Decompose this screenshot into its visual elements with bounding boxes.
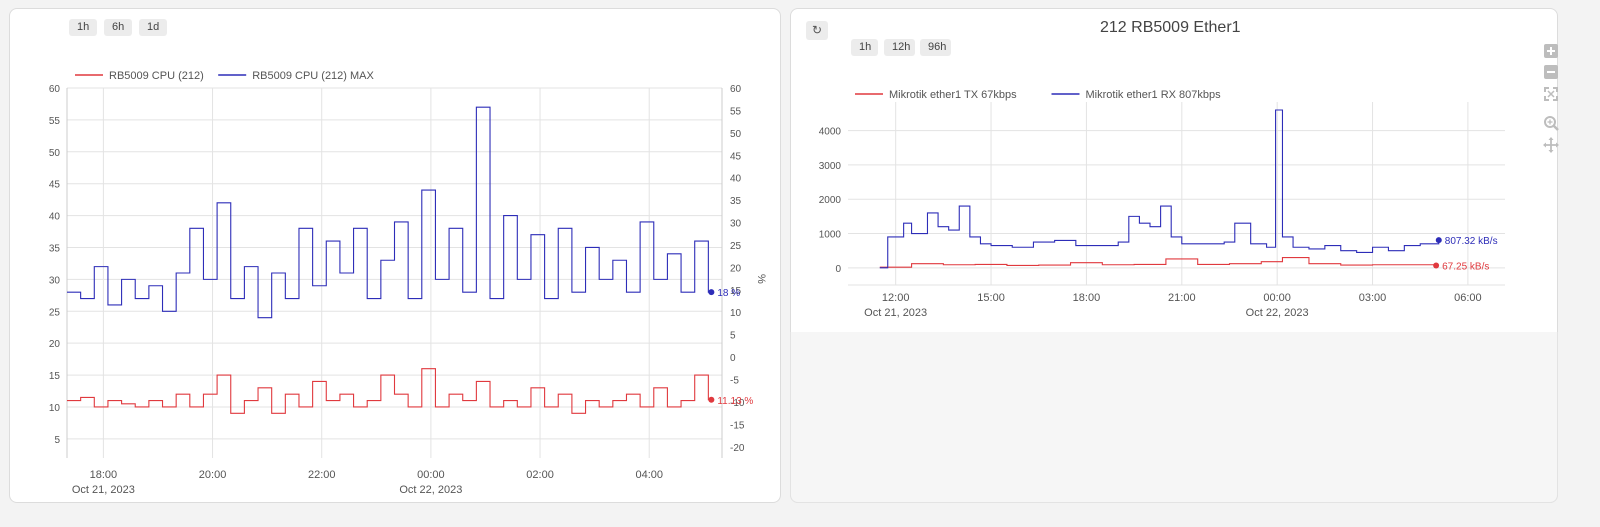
- y-tick-label: 30: [49, 275, 61, 286]
- y-tick-label: 5: [54, 435, 60, 446]
- range-button-6h[interactable]: 6h: [104, 19, 132, 36]
- series-end-label: 11.13 %: [717, 396, 753, 407]
- legend-label: Mikrotik ether1 TX 67kbps: [889, 89, 1017, 101]
- zoom-out-icon[interactable]: [1543, 64, 1559, 80]
- y-tick-label: 55: [49, 116, 61, 127]
- cpu-line-chart[interactable]: 5 10 15 20 25 30 35 40 45 50 55 60 -20 -15 -10 -5 0 5 10 15…: [0, 0, 790, 510]
- x-tick-label: 20:00: [199, 469, 227, 481]
- y-right-tick-label: 55: [730, 106, 742, 117]
- y-tick-label: 35: [49, 243, 61, 254]
- pan-icon[interactable]: [1543, 137, 1559, 153]
- y-right-tick-label: -10: [730, 398, 745, 409]
- y-right-tick-label: 50: [730, 129, 742, 140]
- x-tick-label: 18:00: [1073, 292, 1101, 304]
- y-tick-label: 25: [49, 307, 61, 318]
- ether1-line-chart[interactable]: 0 1000 2000 3000 4000 12:00 Oct 21, 2023 15:00 1…: [790, 0, 1560, 340]
- reset-zoom-icon[interactable]: [1543, 86, 1559, 102]
- series-line: [67, 368, 712, 414]
- y-right-tick-label: 35: [730, 196, 742, 207]
- x-tick-label: 18:00: [90, 469, 118, 481]
- legend-label: Mikrotik ether1 RX 807kbps: [1086, 89, 1222, 101]
- x-tick-date-label: Oct 21, 2023: [864, 307, 927, 319]
- y-right-tick-label: 45: [730, 151, 742, 162]
- y-right-tick-label: -15: [730, 420, 745, 431]
- x-tick-label: 03:00: [1359, 292, 1387, 304]
- x-tick-label: 02:00: [526, 469, 554, 481]
- zoom-in-icon[interactable]: [1543, 43, 1559, 59]
- series-line: [879, 256, 1437, 268]
- y-tick-label: 3000: [819, 161, 842, 172]
- series-end-marker: [1433, 262, 1440, 269]
- y-right-tick-label: 25: [730, 241, 742, 252]
- series-end-label: 67.25 kB/s: [1442, 262, 1489, 273]
- range-button-96h[interactable]: 96h: [920, 39, 951, 56]
- x-tick-label: 06:00: [1454, 292, 1482, 304]
- y-right-tick-label: 40: [730, 174, 742, 185]
- y-right-tick-label: -5: [730, 376, 739, 387]
- x-tick-label: 00:00: [1263, 292, 1291, 304]
- y-right-tick-label: 5: [730, 331, 736, 342]
- x-tick-date-label: Oct 21, 2023: [72, 484, 135, 496]
- x-tick-date-label: Oct 22, 2023: [399, 484, 462, 496]
- y-tick-label: 60: [49, 84, 61, 95]
- x-tick-label: 04:00: [635, 469, 663, 481]
- y-right-tick-label: 60: [730, 84, 742, 95]
- refresh-icon[interactable]: ↻: [806, 21, 828, 40]
- y-tick-label: 2000: [819, 195, 842, 206]
- chart-title: 212 RB5009 Ether1: [1100, 19, 1241, 36]
- y-right-tick-label: 20: [730, 263, 742, 274]
- series-end-label: 18 %: [717, 288, 740, 299]
- x-tick-label: 21:00: [1168, 292, 1196, 304]
- legend-label: RB5009 CPU (212): [109, 70, 204, 82]
- y-tick-label: 20: [49, 339, 61, 350]
- y-right-axis-label: %: [755, 274, 767, 284]
- y-right-tick-label: 0: [730, 353, 736, 364]
- y-tick-label: 50: [49, 148, 61, 159]
- x-tick-label: 15:00: [977, 292, 1005, 304]
- range-button-1h[interactable]: 1h: [69, 19, 97, 36]
- x-tick-label: 22:00: [308, 469, 336, 481]
- legend-label: RB5009 CPU (212) MAX: [252, 70, 374, 82]
- y-tick-label: 4000: [819, 127, 842, 138]
- y-right-tick-label: 30: [730, 219, 742, 230]
- y-tick-label: 10: [49, 403, 61, 414]
- series-line: [879, 109, 1440, 269]
- y-tick-label: 45: [49, 180, 61, 191]
- y-right-tick-label: 10: [730, 308, 742, 319]
- y-right-tick-label: 15: [730, 286, 742, 297]
- range-button-1d[interactable]: 1d: [139, 19, 167, 36]
- x-tick-label: 00:00: [417, 469, 445, 481]
- series-end-marker: [708, 396, 715, 403]
- series-end-marker: [708, 289, 715, 296]
- y-right-tick-label: -20: [730, 443, 745, 454]
- y-tick-label: 40: [49, 212, 61, 223]
- x-tick-label: 12:00: [882, 292, 910, 304]
- series-end-label: 807.32 kB/s: [1445, 236, 1498, 247]
- zoom-select-icon[interactable]: [1543, 115, 1559, 131]
- range-button-12h[interactable]: 12h: [884, 39, 915, 56]
- y-tick-label: 15: [49, 371, 61, 382]
- panel-empty-area: [790, 332, 1558, 503]
- range-button-1h[interactable]: 1h: [851, 39, 878, 56]
- series-line: [67, 106, 712, 319]
- y-tick-label: 0: [835, 264, 841, 275]
- y-tick-label: 1000: [819, 230, 842, 241]
- x-tick-date-label: Oct 22, 2023: [1246, 307, 1309, 319]
- series-end-marker: [1435, 237, 1442, 244]
